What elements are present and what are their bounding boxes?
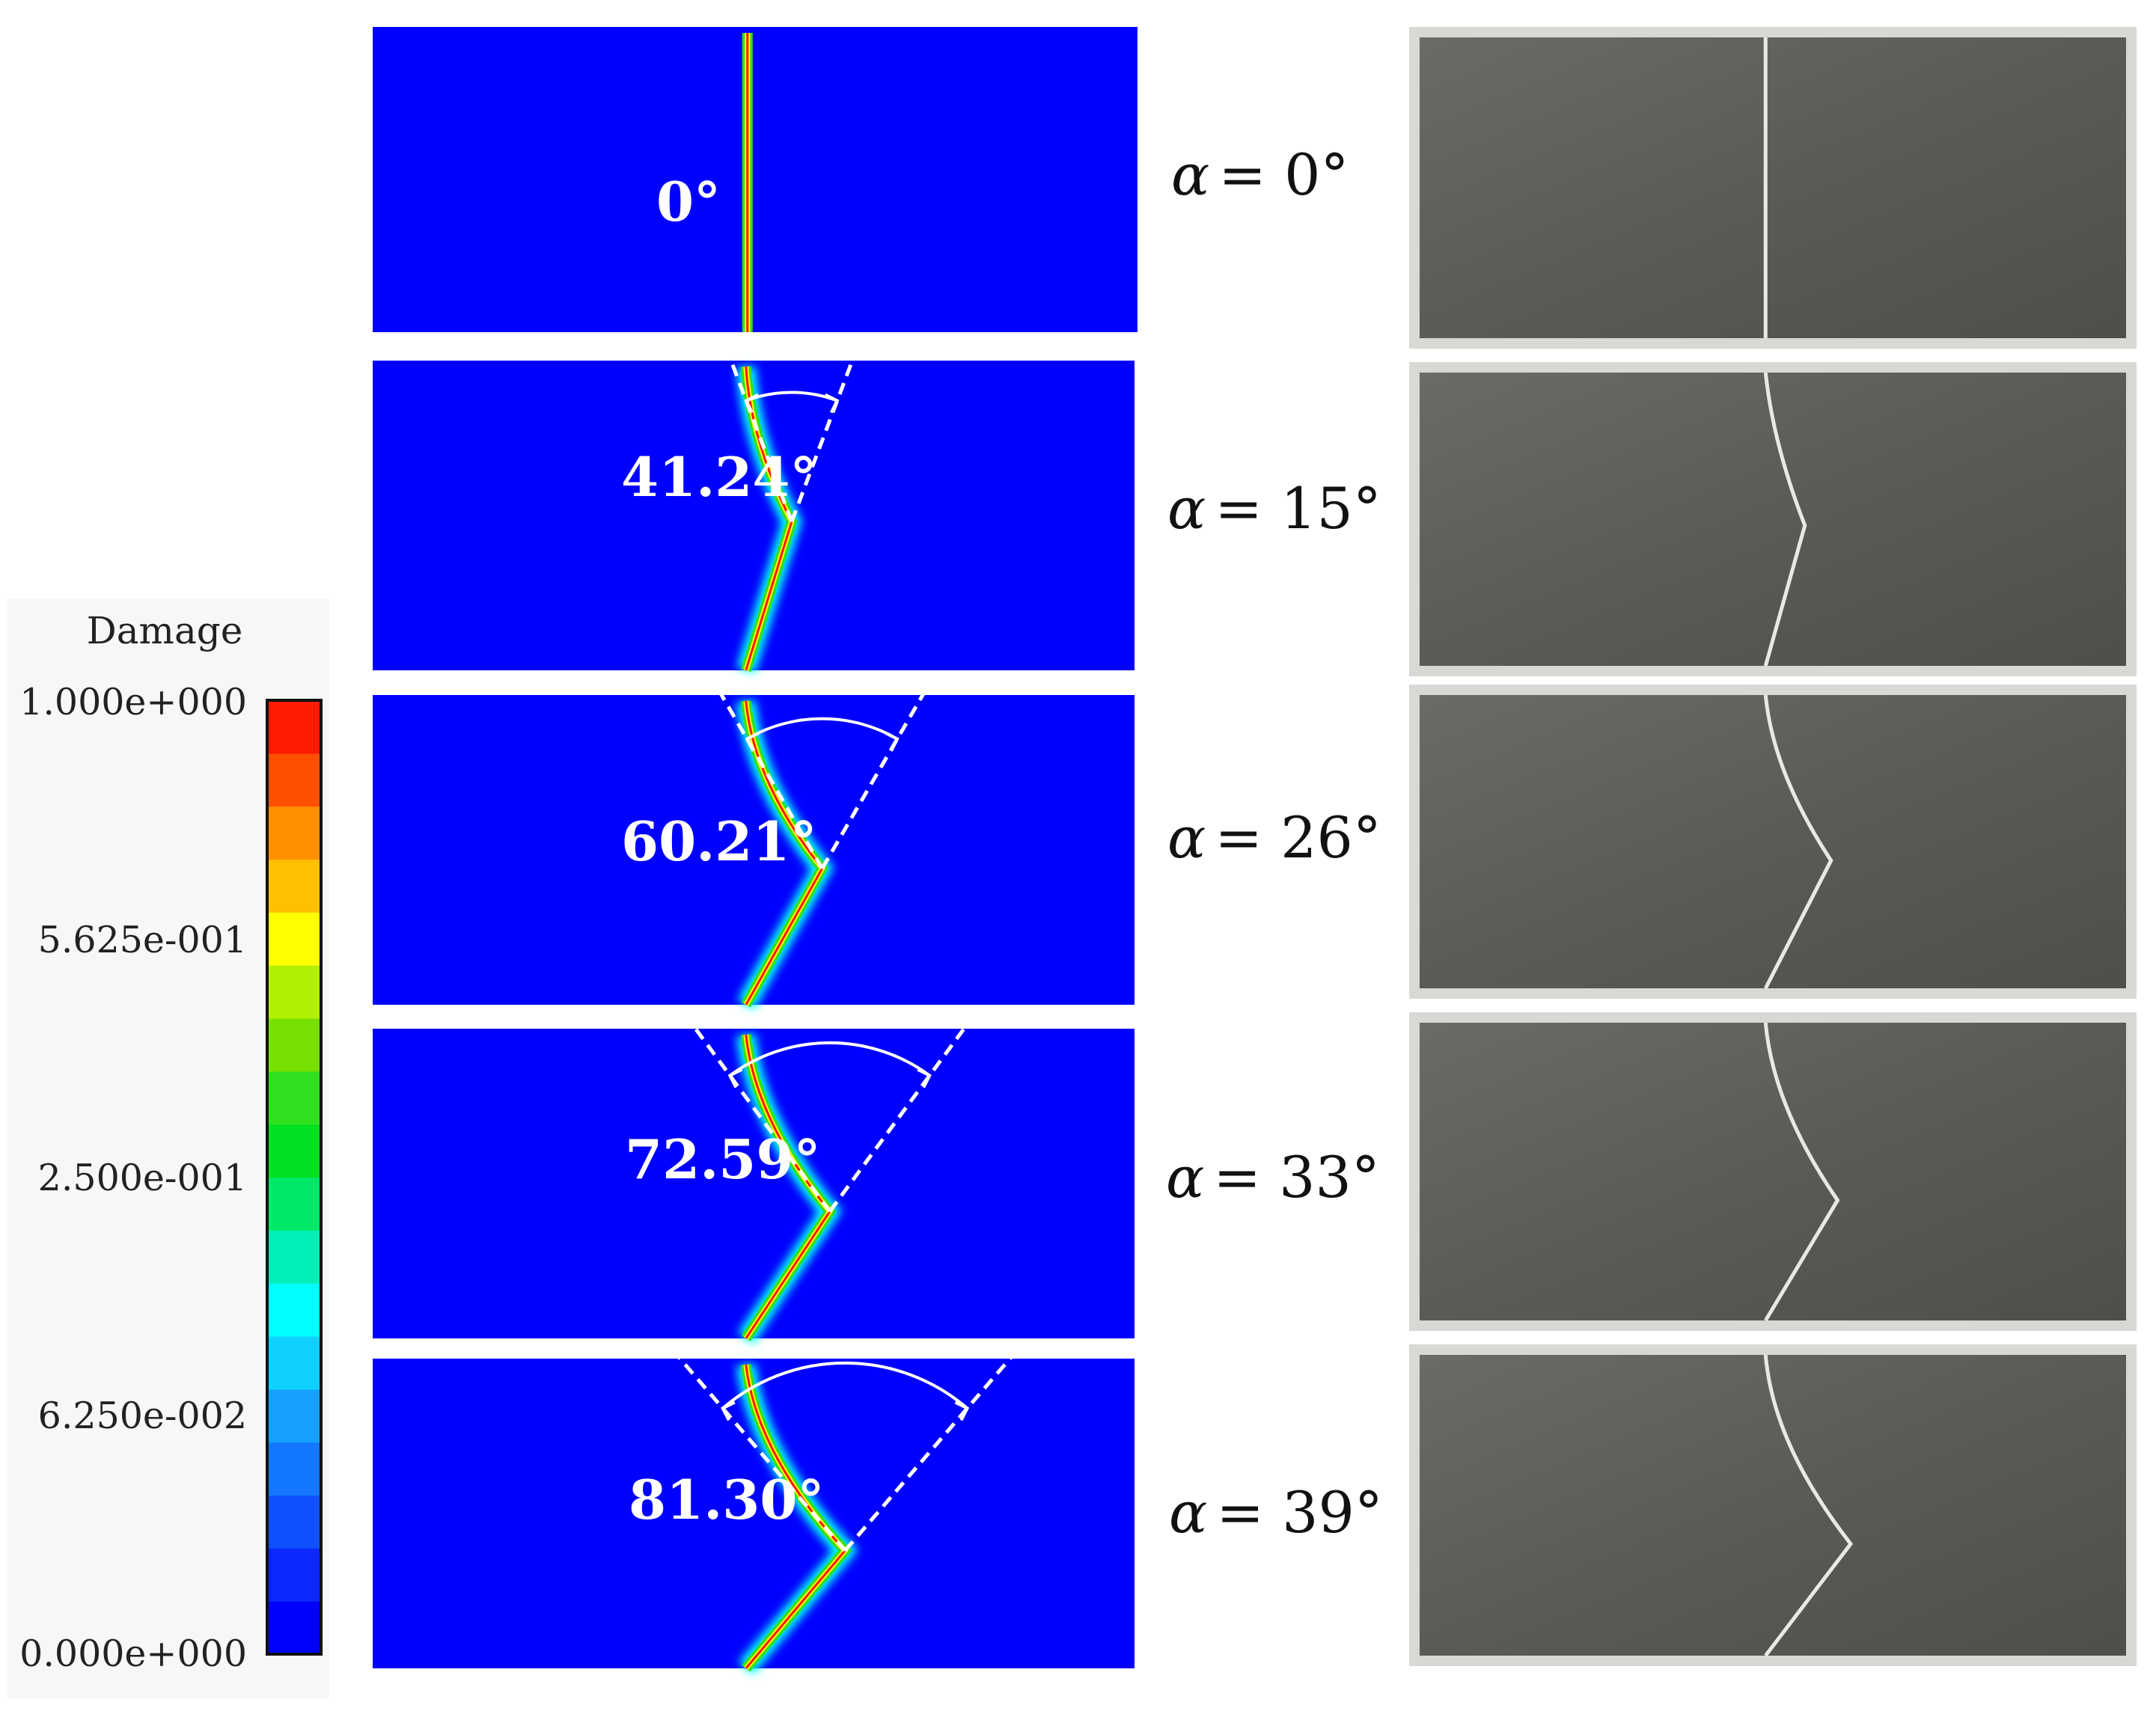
experiment-photo bbox=[1409, 1344, 2137, 1666]
arc-arrowhead-left bbox=[727, 1068, 743, 1089]
angle-label: 0° bbox=[656, 170, 721, 233]
simulation-panel: 72.59° bbox=[373, 1021, 1135, 1344]
angle-guide-right bbox=[843, 1351, 1016, 1552]
colorbar-step bbox=[267, 700, 321, 754]
angle-label: 41.24° bbox=[621, 445, 816, 509]
angle-arc bbox=[746, 717, 899, 741]
colorbar-title: Damage bbox=[87, 609, 243, 652]
experiment-photos bbox=[1409, 27, 2137, 1666]
alpha-label-0: α = 0° bbox=[1171, 141, 1349, 208]
colorbar-step bbox=[267, 1495, 321, 1549]
alpha-label-26: α = 26° bbox=[1167, 804, 1381, 871]
colorbar-step bbox=[267, 1389, 321, 1443]
angle-arc bbox=[745, 391, 838, 403]
alpha-label-39: α = 39° bbox=[1169, 1479, 1383, 1546]
angle-guide-left bbox=[727, 352, 794, 523]
photo-specimen bbox=[1420, 695, 2126, 988]
alpha-label-33: α = 33° bbox=[1166, 1144, 1380, 1210]
crack-core bbox=[745, 1034, 831, 1339]
crack-core bbox=[745, 700, 824, 1006]
arc-arrowhead-right bbox=[824, 393, 840, 414]
angle-arc bbox=[721, 1361, 968, 1409]
alpha-labels: α = 0° α = 15° α = 26° α = 33° α = 39° bbox=[1166, 141, 1383, 1546]
colorbar-step bbox=[267, 912, 321, 966]
colorbar-step bbox=[267, 1124, 321, 1178]
angle-guide-right bbox=[828, 1021, 971, 1213]
photo-crack bbox=[1763, 1354, 1854, 1657]
arc-arrowhead-left bbox=[745, 731, 760, 752]
angle-arc bbox=[729, 1041, 931, 1077]
experiment-photo bbox=[1409, 27, 2137, 349]
simulation-panel: 81.30° bbox=[373, 1351, 1135, 1675]
angle-guide-left bbox=[716, 688, 824, 870]
angle-guide-right bbox=[790, 352, 857, 523]
photo-crack bbox=[1763, 694, 1833, 990]
colorbar-step bbox=[267, 753, 321, 807]
colorbar-tick-max: 1.000e+000 bbox=[19, 681, 247, 723]
colorbar-step bbox=[267, 1177, 321, 1231]
experiment-photo bbox=[1409, 1012, 2137, 1331]
alpha-label-15: α = 15° bbox=[1167, 475, 1381, 542]
simulation-panel: 41.24° bbox=[373, 352, 1135, 673]
colorbar-step bbox=[267, 1442, 321, 1496]
damage-colorbar: Damage 1.000e+000 5.625e-001 2.500e-001 … bbox=[7, 599, 329, 1698]
angle-guide-right bbox=[820, 688, 929, 870]
colorbar-step bbox=[267, 1071, 321, 1125]
colorbar-step bbox=[267, 1548, 321, 1602]
colorbar-border bbox=[266, 699, 323, 1656]
angle-label: 72.59° bbox=[625, 1127, 820, 1191]
arc-arrowhead-right bbox=[954, 1401, 970, 1421]
colorbar-step bbox=[267, 1283, 321, 1337]
angle-label: 60.21° bbox=[621, 809, 816, 873]
arc-arrowhead-left bbox=[744, 393, 759, 414]
angle-label: 81.30° bbox=[629, 1468, 824, 1531]
colorbar-tick: 5.625e-001 bbox=[38, 919, 247, 961]
photo-specimen bbox=[1420, 1023, 2126, 1320]
photo-crack bbox=[1763, 1022, 1840, 1322]
colorbar-tick: 6.250e-002 bbox=[38, 1395, 247, 1437]
photo-specimen bbox=[1420, 1355, 2126, 1656]
arc-arrowhead-left bbox=[721, 1401, 736, 1421]
colorbar-step bbox=[267, 806, 321, 860]
simulation-panel: 0° bbox=[373, 27, 1137, 332]
colorbar-step bbox=[267, 1230, 321, 1284]
colorbar-step bbox=[267, 965, 321, 1019]
colorbar-step bbox=[267, 1601, 321, 1655]
angle-guide-left bbox=[689, 1021, 831, 1213]
photo-specimen bbox=[1420, 37, 2126, 338]
colorbar-step bbox=[267, 859, 321, 913]
simulation-panels: 0° 41.24° 60.21° 72.59° 81.30° bbox=[373, 27, 1137, 1675]
arc-arrowhead-right bbox=[885, 731, 900, 752]
colorbar-tick-min: 0.000e+000 bbox=[19, 1632, 247, 1675]
photo-crack bbox=[1763, 372, 1807, 667]
experiment-photo bbox=[1409, 685, 2137, 999]
simulation-panel: 60.21° bbox=[373, 688, 1135, 1010]
colorbar-step bbox=[267, 1018, 321, 1072]
angle-guide-left bbox=[674, 1351, 847, 1552]
arc-arrowhead-right bbox=[917, 1068, 932, 1089]
experiment-photo bbox=[1409, 362, 2137, 676]
colorbar-step bbox=[267, 1336, 321, 1390]
colorbar-tick: 2.500e-001 bbox=[38, 1157, 247, 1199]
colorbar-steps bbox=[267, 700, 321, 1655]
